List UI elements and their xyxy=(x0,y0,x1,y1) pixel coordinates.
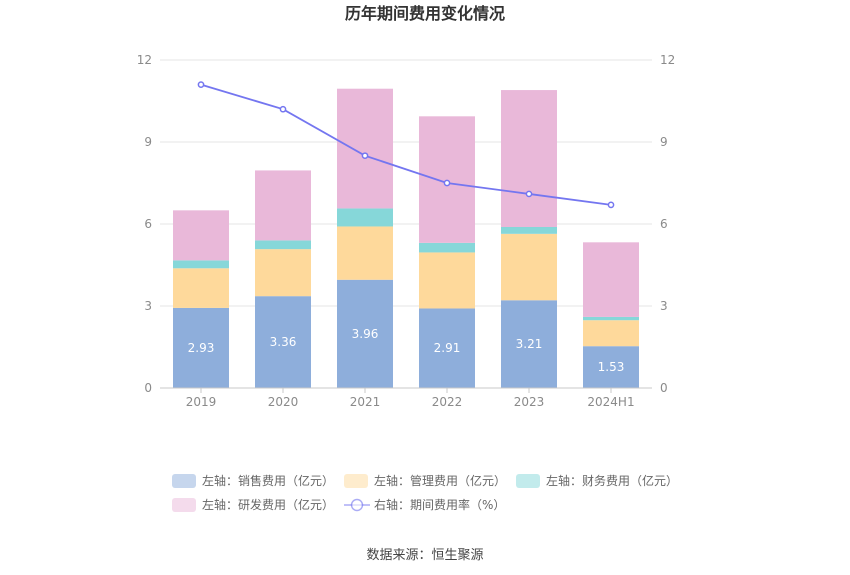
left-axis-tick-label: 12 xyxy=(137,53,152,67)
bar-segment-s3-2024h1 xyxy=(583,242,639,317)
x-axis-tick-label: 2024H1 xyxy=(587,395,634,409)
bar-data-labels: 2.93 3.36 3.96 2.91 3.21 1.53 xyxy=(188,327,625,374)
x-axis-tick-label: 2019 xyxy=(186,395,217,409)
rate-point xyxy=(525,190,533,198)
rate-line-series xyxy=(197,81,615,209)
left-axis-tick-label: 9 xyxy=(144,135,152,149)
bar-segment-s1-2023 xyxy=(501,233,557,301)
left-axis-ticks: 0 3 6 9 12 xyxy=(137,53,152,395)
bar-segment-s0-2022 xyxy=(419,308,475,388)
legend-label: 右轴：期间费用率（%） xyxy=(374,497,505,512)
legend-label: 左轴：财务费用（亿元） xyxy=(546,473,678,488)
legend-swatch xyxy=(516,474,540,488)
right-axis-tick-label: 0 xyxy=(660,381,668,395)
bar-segment-s2-2020 xyxy=(255,240,311,250)
bar-segment-s3-2022 xyxy=(419,116,475,243)
rate-point xyxy=(361,152,369,160)
legend: 左轴：销售费用（亿元） 左轴：管理费用（亿元） 左轴：财务费用（亿元） 左轴：研发费用… xyxy=(172,473,678,512)
bar-data-label: 2.91 xyxy=(434,341,461,355)
bar-segment-s3-2020 xyxy=(255,170,311,241)
bar-segment-s1-2022 xyxy=(419,252,475,309)
x-axis-tick-label: 2020 xyxy=(268,395,299,409)
right-axis-tick-label: 12 xyxy=(660,53,675,67)
bar-segment-s1-2019 xyxy=(173,268,229,308)
x-axis-tick-label: 2021 xyxy=(350,395,381,409)
bar-segment-s3-2019 xyxy=(173,210,229,261)
bar-segment-s1-2021 xyxy=(337,226,393,280)
chart-title: 历年期间费用变化情况 xyxy=(345,4,505,23)
left-axis-tick-label: 0 xyxy=(144,381,152,395)
bar-segment-s3-2021 xyxy=(337,88,393,209)
bar-data-label: 3.36 xyxy=(270,335,297,349)
bar-data-label: 3.96 xyxy=(352,327,379,341)
legend-swatch xyxy=(172,498,196,512)
left-axis-tick-label: 3 xyxy=(144,299,152,313)
bar-segment-s2-2024h1 xyxy=(583,316,639,321)
legend-label: 左轴：销售费用（亿元） xyxy=(202,473,334,488)
bar-segment-s0-2023 xyxy=(501,300,557,388)
data-source: 数据来源：恒生聚源 xyxy=(366,548,483,563)
bar-segment-s3-2023 xyxy=(501,90,557,228)
bar-segment-s0-2024h1 xyxy=(583,346,639,388)
rate-point xyxy=(197,81,205,88)
x-axis-tick-label: 2023 xyxy=(514,395,545,409)
legend-line-marker xyxy=(350,498,364,512)
bar-segment-s0-2019 xyxy=(173,307,229,388)
x-axis-tick-label: 2022 xyxy=(432,395,463,409)
bar-series xyxy=(173,88,639,388)
right-axis-tick-label: 6 xyxy=(660,217,668,231)
legend-label: 左轴：研发费用（亿元） xyxy=(202,497,334,512)
bar-segment-s2-2021 xyxy=(337,208,393,227)
bar-segment-s2-2023 xyxy=(501,227,557,234)
rate-point xyxy=(279,105,287,113)
left-axis-tick-label: 6 xyxy=(144,217,152,231)
legend-label: 左轴：管理费用（亿元） xyxy=(374,473,506,488)
rate-point xyxy=(607,201,615,209)
right-axis-ticks: 0 3 6 9 12 xyxy=(660,53,675,395)
right-axis-tick-label: 9 xyxy=(660,135,668,149)
bar-segment-s1-2024h1 xyxy=(583,320,639,347)
x-axis: 2019 2020 2021 2022 2023 2024H1 xyxy=(160,387,652,409)
legend-swatch xyxy=(344,474,368,488)
bar-segment-s1-2020 xyxy=(255,249,311,297)
bar-segment-s2-2019 xyxy=(173,260,229,269)
bar-data-label: 2.93 xyxy=(188,341,215,355)
legend-swatch xyxy=(172,474,196,488)
bar-segment-s0-2021 xyxy=(337,279,393,388)
bar-data-label: 1.53 xyxy=(598,360,625,374)
rate-point xyxy=(443,179,451,187)
bar-segment-s0-2020 xyxy=(255,296,311,388)
bar-segment-s2-2022 xyxy=(419,242,475,253)
bar-data-label: 3.21 xyxy=(516,337,543,351)
rate-line xyxy=(200,83,612,206)
grid-lines xyxy=(160,59,652,389)
right-axis-tick-label: 3 xyxy=(660,299,668,313)
